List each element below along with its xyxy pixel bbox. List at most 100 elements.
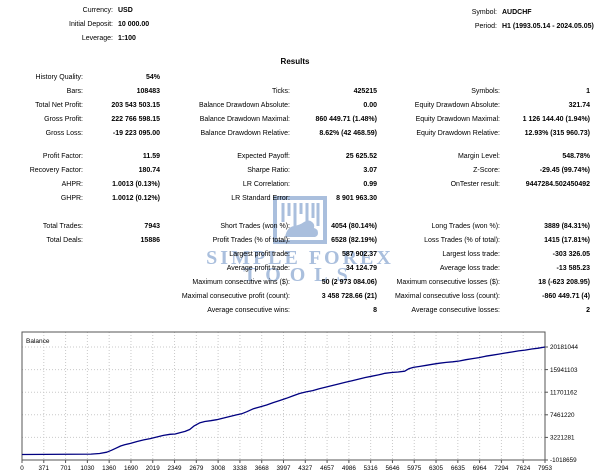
stat-value: 548.78% (562, 153, 590, 160)
x-axis-label: 3338 (233, 465, 248, 472)
stat-value: 1 (586, 88, 590, 95)
stat-value (83, 304, 160, 318)
y-axis-label: 15941103 (550, 367, 578, 374)
stat-label: Recovery Factor: (29, 167, 83, 174)
stat-label: Average consecutive losses: (411, 307, 500, 314)
stat-value: 25 625.52 (345, 153, 377, 160)
stat-value: 1 126 144.40 (1.94%) (522, 116, 590, 123)
stat-value: 3.07 (363, 167, 377, 174)
x-axis-label: 4986 (342, 465, 357, 472)
stats-row: Average consecutive wins: 8 Average consec… (0, 304, 590, 318)
stats-row: Gross Profit: 222 766 598.15 Balance Drawd… (0, 113, 590, 127)
stat-value: 321.74 (568, 102, 590, 109)
symbol-info: Symbol: AUDCHF Period: H1 (1993.05.14 - … (392, 6, 594, 34)
y-axis-label: 7461220 (550, 412, 575, 419)
stat-value: 1.0013 (0.13%) (112, 181, 160, 188)
stat-label: Balance Drawdown Relative: (200, 130, 291, 137)
stats-row: Largest profit trade: 587 902.37 Largest l… (0, 248, 590, 262)
stats-row: Recovery Factor: 180.74 Sharpe Ratio: 3.07 Z… (0, 164, 590, 178)
watermark: SIMPLE FOREX TOOLS (0, 196, 600, 285)
stat-label (160, 71, 290, 85)
x-axis-label: 3008 (211, 465, 226, 472)
results-title: Results (280, 57, 310, 66)
x-axis-label: 5646 (385, 465, 400, 472)
stat-value: 8 901 963.30 (336, 195, 377, 202)
symbol-label: Symbol: (471, 9, 497, 16)
stat-label: History Quality: (35, 74, 83, 81)
stat-value: -303 326.05 (552, 251, 590, 258)
stat-label (0, 304, 83, 318)
stat-value: 0.00 (363, 102, 377, 109)
stat-label: Balance Drawdown Maximal: (199, 116, 290, 123)
stats-row: AHPR: 1.0013 (0.13%) LR Correlation: 0.99 On… (0, 178, 590, 192)
stat-value (290, 71, 377, 85)
stat-label: Equity Drawdown Maximal: (415, 116, 500, 123)
stats-block-2: Profit Factor: 11.59 Expected Payoff: 25 62… (0, 150, 590, 206)
stat-value: -19 223 095.00 (112, 130, 160, 137)
stat-label: Maximal consecutive profit (count): (181, 293, 290, 300)
stat-label: Largest profit trade: (229, 251, 290, 258)
stat-label: Profit Trades (% of total): (212, 237, 290, 244)
stat-label: Total Trades: (42, 223, 83, 230)
stat-value (500, 71, 590, 85)
period-value: H1 (1993.05.14 - 2024.05.05) (502, 23, 594, 30)
stat-value: 3889 (84.31%) (544, 223, 590, 230)
stat-label (0, 262, 83, 276)
stats-row: Gross Loss: -19 223 095.00 Balance Drawdow… (0, 127, 590, 141)
stat-value: 1415 (17.81%) (544, 237, 590, 244)
stat-value: 50 (2 973 084.06) (321, 279, 377, 286)
initial-deposit-row: Initial Deposit: 10 000.00 (0, 18, 149, 32)
stat-label: Maximal consecutive loss (count): (394, 293, 500, 300)
stat-value: 7943 (144, 223, 160, 230)
stats-block-1: History Quality: 54% Bars: 108483 Ticks: 4252… (0, 71, 590, 141)
stat-value: 4054 (80.14%) (331, 223, 377, 230)
stat-label (377, 71, 500, 85)
stat-label: Balance Drawdown Absolute: (198, 102, 290, 109)
x-axis-label: 6305 (429, 465, 444, 472)
x-axis-label: 3668 (255, 465, 270, 472)
stat-label: Maximum consecutive wins ($): (192, 279, 290, 286)
x-axis-label: 371 (39, 465, 50, 472)
stat-value: 12.93% (315 960.73) (524, 130, 590, 137)
stat-label: Gross Profit: (44, 116, 83, 123)
watermark-logo-icon (273, 196, 327, 244)
stat-value (83, 290, 160, 304)
leverage-row: Leverage: 1:100 (0, 32, 149, 46)
stats-row: Average profit trade: 34 124.79 Average lo… (0, 262, 590, 276)
stat-label: Total Net Profit: (35, 102, 83, 109)
stat-value: 108483 (136, 88, 160, 95)
period-row: Period: H1 (1993.05.14 - 2024.05.05) (392, 20, 594, 34)
stats-block-3: Total Trades: 7943 Short Trades (won %): 40… (0, 220, 590, 318)
stats-row: Total Trades: 7943 Short Trades (won %): 40… (0, 220, 590, 234)
stat-value: 1.0012 (0.12%) (112, 195, 160, 202)
stat-label (0, 248, 83, 262)
stat-label: Z-Score: (473, 167, 500, 174)
x-axis-label: 6635 (451, 465, 466, 472)
stat-value: -13 585.23 (556, 265, 590, 272)
stat-label: Loss Trades (% of total): (424, 237, 500, 244)
stats-row: GHPR: 1.0012 (0.12%) LR Standard Error: 8 9… (0, 192, 590, 206)
x-axis-label: 6964 (473, 465, 488, 472)
stat-label: Margin Level: (457, 153, 500, 160)
x-axis-label: 2349 (168, 465, 183, 472)
account-info: Currency: USD Initial Deposit: 10 000.00… (0, 4, 149, 46)
stat-value: -29.45 (99.74%) (539, 167, 590, 174)
stat-label: Total Deals: (46, 237, 83, 244)
stat-label: Average profit trade: (226, 265, 290, 272)
x-axis-label: 5975 (407, 465, 422, 472)
x-axis-label: 7624 (516, 465, 531, 472)
y-axis-label: 20181044 (550, 344, 579, 351)
stat-value: 6528 (82.19%) (331, 237, 377, 244)
x-axis-label: 701 (60, 465, 71, 472)
period-label: Period: (474, 23, 497, 30)
stat-label: Expected Payoff: (237, 153, 290, 160)
stat-label: LR Correlation: (242, 181, 290, 188)
y-axis-label: 11701162 (550, 389, 578, 396)
balance-line (21, 346, 546, 456)
stat-label: Average consecutive wins: (207, 307, 290, 314)
x-axis-label: 7294 (494, 465, 509, 472)
stat-value: -860 449.71 (4) (542, 293, 590, 300)
stats-row: Maximum consecutive wins ($): 50 (2 973 0… (0, 276, 590, 290)
stat-value: 860 449.71 (1.48%) (315, 116, 378, 123)
stats-row: Profit Factor: 11.59 Expected Payoff: 25 62… (0, 150, 590, 164)
